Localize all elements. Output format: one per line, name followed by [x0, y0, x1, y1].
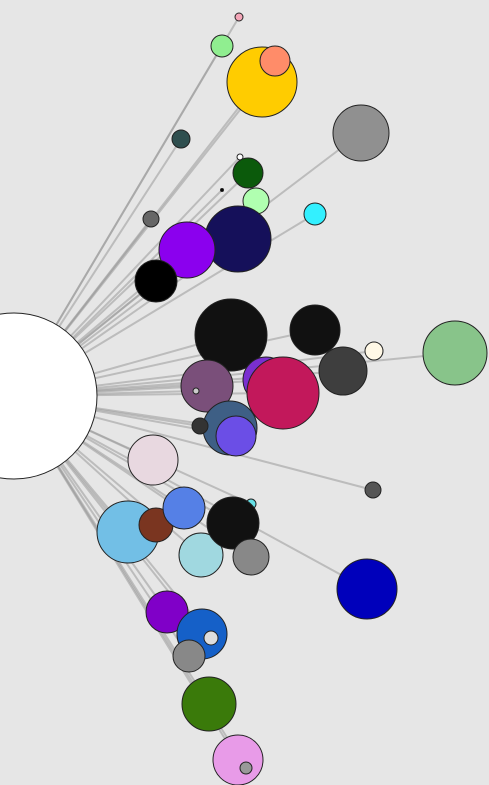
- node: [232, 157, 264, 189]
- node: [142, 210, 160, 228]
- node: [171, 129, 191, 149]
- node: [134, 259, 178, 303]
- node: [318, 346, 368, 396]
- node: [215, 415, 257, 457]
- node: [289, 304, 341, 356]
- node: [162, 486, 206, 530]
- node: [180, 359, 234, 413]
- node: [204, 205, 272, 273]
- node: [158, 221, 216, 279]
- node: [422, 320, 488, 386]
- node: [192, 387, 200, 395]
- node: [203, 630, 219, 646]
- node: [303, 202, 327, 226]
- node: [194, 298, 268, 372]
- node: [234, 12, 244, 22]
- hub-node: [0, 312, 98, 480]
- node: [246, 356, 320, 430]
- node: [239, 761, 253, 775]
- nodes: [0, 12, 488, 785]
- node: [336, 558, 398, 620]
- node: [127, 434, 179, 486]
- node: [191, 417, 209, 435]
- node: [259, 45, 291, 77]
- node: [145, 590, 189, 634]
- node: [206, 496, 260, 550]
- node: [220, 188, 224, 192]
- node: [210, 34, 234, 58]
- node: [232, 538, 270, 576]
- node: [212, 734, 264, 785]
- node: [181, 676, 237, 732]
- node: [178, 532, 224, 578]
- node: [364, 481, 382, 499]
- node: [172, 639, 206, 673]
- node: [364, 341, 384, 361]
- node: [332, 104, 390, 162]
